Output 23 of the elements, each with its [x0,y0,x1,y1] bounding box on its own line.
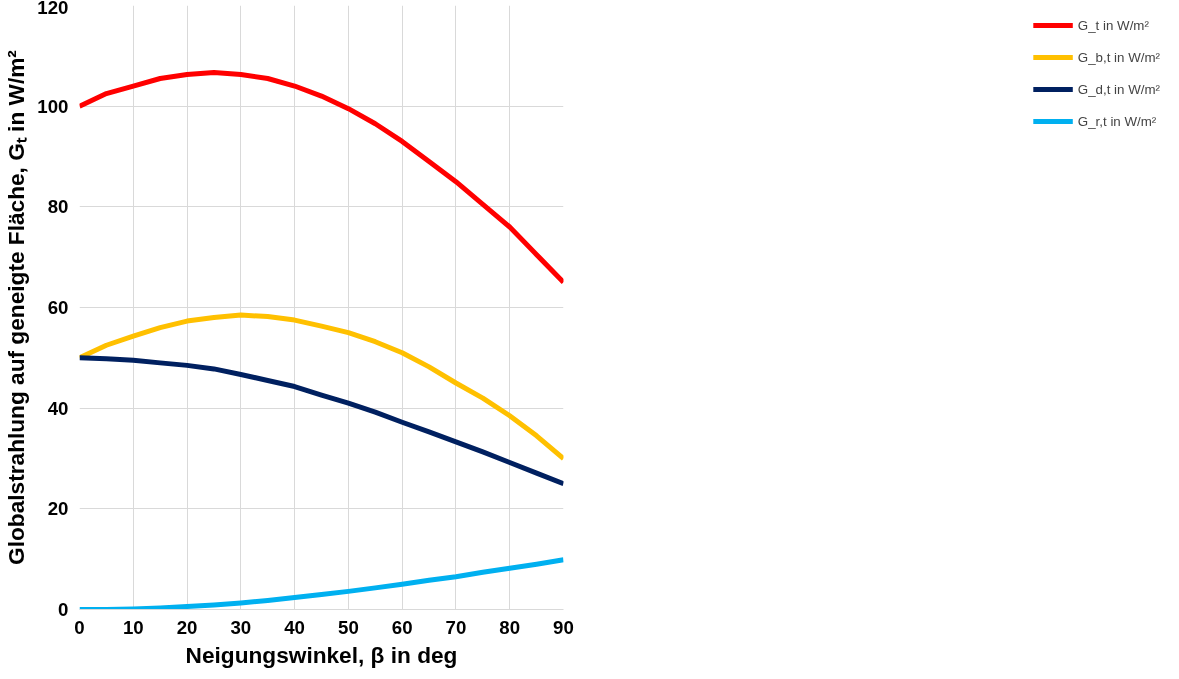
legend-label: G_d,t in W/m² [1077,81,1160,97]
x-tick-label: 80 [499,616,521,638]
y-tick-label: 40 [47,397,69,419]
x-tick-label: 0 [74,616,85,638]
legend-label: G_r,t in W/m² [1077,113,1157,129]
y-tick-label: 100 [37,95,69,117]
x-tick-label: 10 [122,616,144,638]
legend-label: G_b,t in W/m² [1077,49,1160,65]
y-tick-label: 0 [58,599,69,620]
x-tick-label: 90 [553,616,574,638]
y-tick-label: 60 [47,297,69,318]
x-tick-label: 50 [338,616,359,638]
y-tick-label: 120 [37,0,69,18]
y-axis-title: Globalstrahlung auf geneigte Fläche, Gₜ in W/m² [3,49,30,565]
x-tick-label: 40 [284,616,305,638]
y-tick-label: 80 [47,196,69,218]
x-tick-label: 60 [391,616,413,638]
x-tick-label: 20 [176,616,198,638]
x-tick-label: 70 [445,616,467,638]
x-tick-label: 30 [230,616,252,638]
y-tick-label: 20 [47,498,69,520]
legend-label: G_t in W/m² [1077,17,1149,33]
x-axis-title: Neigungswinkel, β in deg [185,641,458,668]
